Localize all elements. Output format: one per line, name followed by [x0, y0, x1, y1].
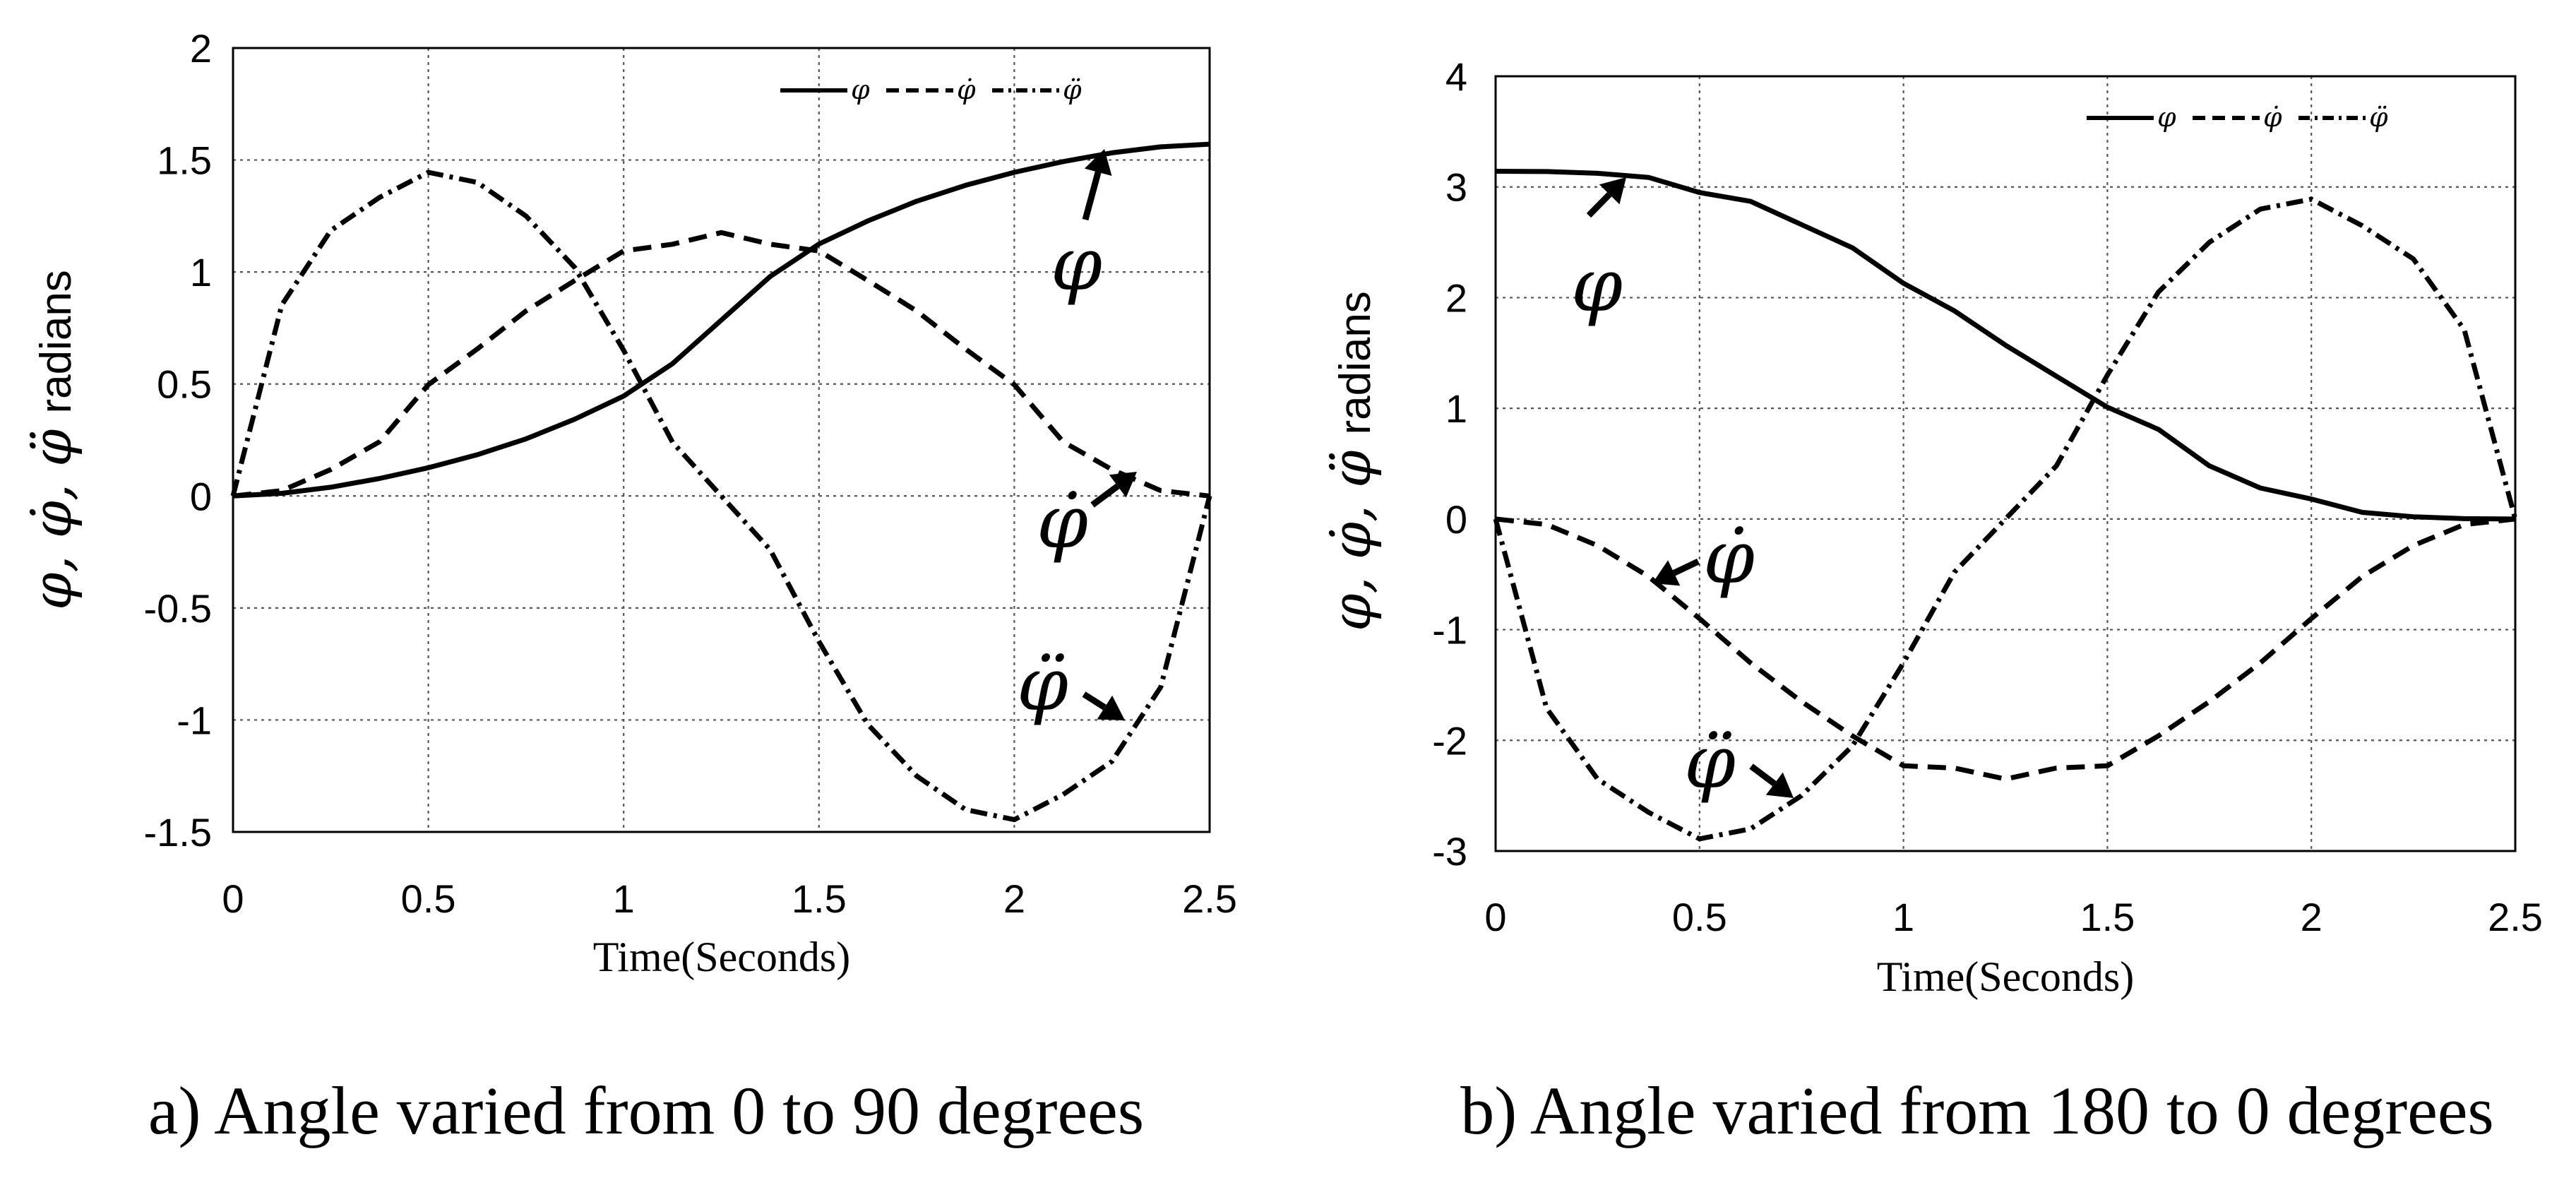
series-line-phiddot — [230, 169, 1212, 823]
x-tick-label: 1.5 — [2080, 895, 2135, 939]
y-tick-label: -1 — [1432, 608, 1467, 653]
x-tick-label: 1.5 — [792, 876, 847, 921]
y-tick-label: 1 — [190, 250, 212, 294]
annotation-arrow-phi-shaft — [1082, 171, 1102, 221]
gridlines-b — [1494, 75, 2517, 852]
annotation-phi: φ — [1051, 221, 1102, 307]
y-tick-label: 3 — [1445, 165, 1467, 210]
annotation-arrow-phi-shaft — [1586, 192, 1612, 218]
annotation-phiddot: φ̈ — [1684, 719, 1736, 805]
annotation-phidot: φ̇ — [1037, 479, 1088, 565]
plot-frame-b — [1494, 75, 2517, 852]
y-tick-label: 1 — [1445, 386, 1467, 431]
annotation-arrow-phiddot-head — [1097, 695, 1125, 720]
legend-b: φ φ̇ φ̈ — [2087, 102, 2388, 133]
x-axis-label: Time(Seconds) — [1877, 953, 2134, 1000]
y-axis-label: φ, φ̇, φ̈ radians — [1320, 291, 1383, 631]
x-tick-label: 2.5 — [1182, 876, 1237, 921]
plot-frame-a — [232, 47, 1211, 833]
legend-label-phiddot: φ̈ — [1063, 74, 1082, 105]
y-tick-label: -3 — [1432, 829, 1467, 874]
y-tick-label: 0.5 — [157, 362, 212, 407]
chart-b: 0 0.5 1 1.5 2 2.5 4 3 2 1 0 -1 -2 -3 Time(Seconds) φ, φ… — [1320, 54, 2543, 1148]
x-tick-label: 0 — [1484, 895, 1506, 939]
y-tick-label: -1 — [177, 698, 212, 742]
y-tick-label: 4 — [1445, 54, 1467, 99]
x-tick-label: 1 — [613, 876, 635, 921]
series-line-phidot — [232, 230, 1210, 499]
y-tick-label: 2 — [1445, 275, 1467, 320]
legend-a: φ φ̇ φ̈ — [780, 74, 1082, 105]
series-line-phi — [232, 141, 1210, 499]
annotation-arrow-phidot-head — [1109, 472, 1137, 498]
y-tick-label: 0 — [1445, 497, 1467, 542]
annotation-arrow-phi-head — [1599, 177, 1626, 205]
y-axis-label: φ, φ̇, φ̈ radians — [20, 270, 83, 610]
annotation-arrow-phidot-head — [1652, 560, 1681, 586]
y-axis-label-units: radians — [1331, 291, 1380, 434]
y-tick-label: -2 — [1432, 718, 1467, 763]
chart-a: 0 0.5 1 1.5 2 2.5 2 1.5 1 0.5 0 -0.5 -1 -1.5 Time(Seco… — [20, 26, 1237, 1148]
x-tick-label: 0 — [222, 876, 244, 921]
y-axis-label-symbols: φ, φ̇, φ̈ — [20, 429, 83, 610]
annotation-arrow-phiddot-head — [1765, 772, 1794, 798]
x-tick-label: 2 — [1003, 876, 1025, 921]
annotation-phidot: φ̇ — [1703, 514, 1755, 600]
x-tick-label: 2.5 — [2488, 895, 2543, 939]
y-tick-label: -1.5 — [144, 810, 213, 855]
legend-label-phidot: φ̇ — [957, 74, 976, 105]
y-tick-label: 2 — [190, 26, 212, 71]
x-tick-label: 0.5 — [1672, 895, 1727, 939]
x-tick-label: 1 — [1892, 895, 1914, 939]
legend-label-phiddot: φ̈ — [2369, 102, 2388, 133]
y-tick-label: 0 — [190, 474, 212, 518]
y-axis-label-units: radians — [32, 270, 80, 413]
gridlines-a — [232, 47, 1211, 833]
series-line-phi — [1495, 169, 2516, 522]
y-tick-label: -0.5 — [144, 586, 213, 631]
annotation-arrow-phidot-shaft — [1090, 483, 1120, 508]
annotation-arrow-phiddot-shaft — [1749, 763, 1777, 787]
x-tick-label: 0.5 — [401, 876, 456, 921]
annotation-arrow-phidot-shaft — [1672, 558, 1700, 576]
annotation-arrow-phi-head — [1084, 149, 1112, 177]
legend-label-phi: φ — [2157, 102, 2176, 133]
annotation-arrow-phiddot-shaft — [1082, 691, 1107, 710]
annotation-phi: φ — [1571, 242, 1623, 328]
x-axis-label: Time(Seconds) — [593, 934, 850, 980]
y-axis-label-symbols: φ, φ̇, φ̈ — [1320, 451, 1383, 631]
y-tick-label: 1.5 — [157, 138, 212, 183]
x-tick-label: 2 — [2301, 895, 2322, 939]
caption-a: a) Angle varied from 0 to 90 degrees — [148, 1073, 1144, 1148]
legend-label-phidot: φ̇ — [2263, 102, 2282, 133]
legend-label-phi: φ — [851, 74, 870, 105]
caption-b: b) Angle varied from 180 to 0 degrees — [1460, 1073, 2494, 1148]
annotation-phiddot: φ̈ — [1017, 641, 1068, 727]
